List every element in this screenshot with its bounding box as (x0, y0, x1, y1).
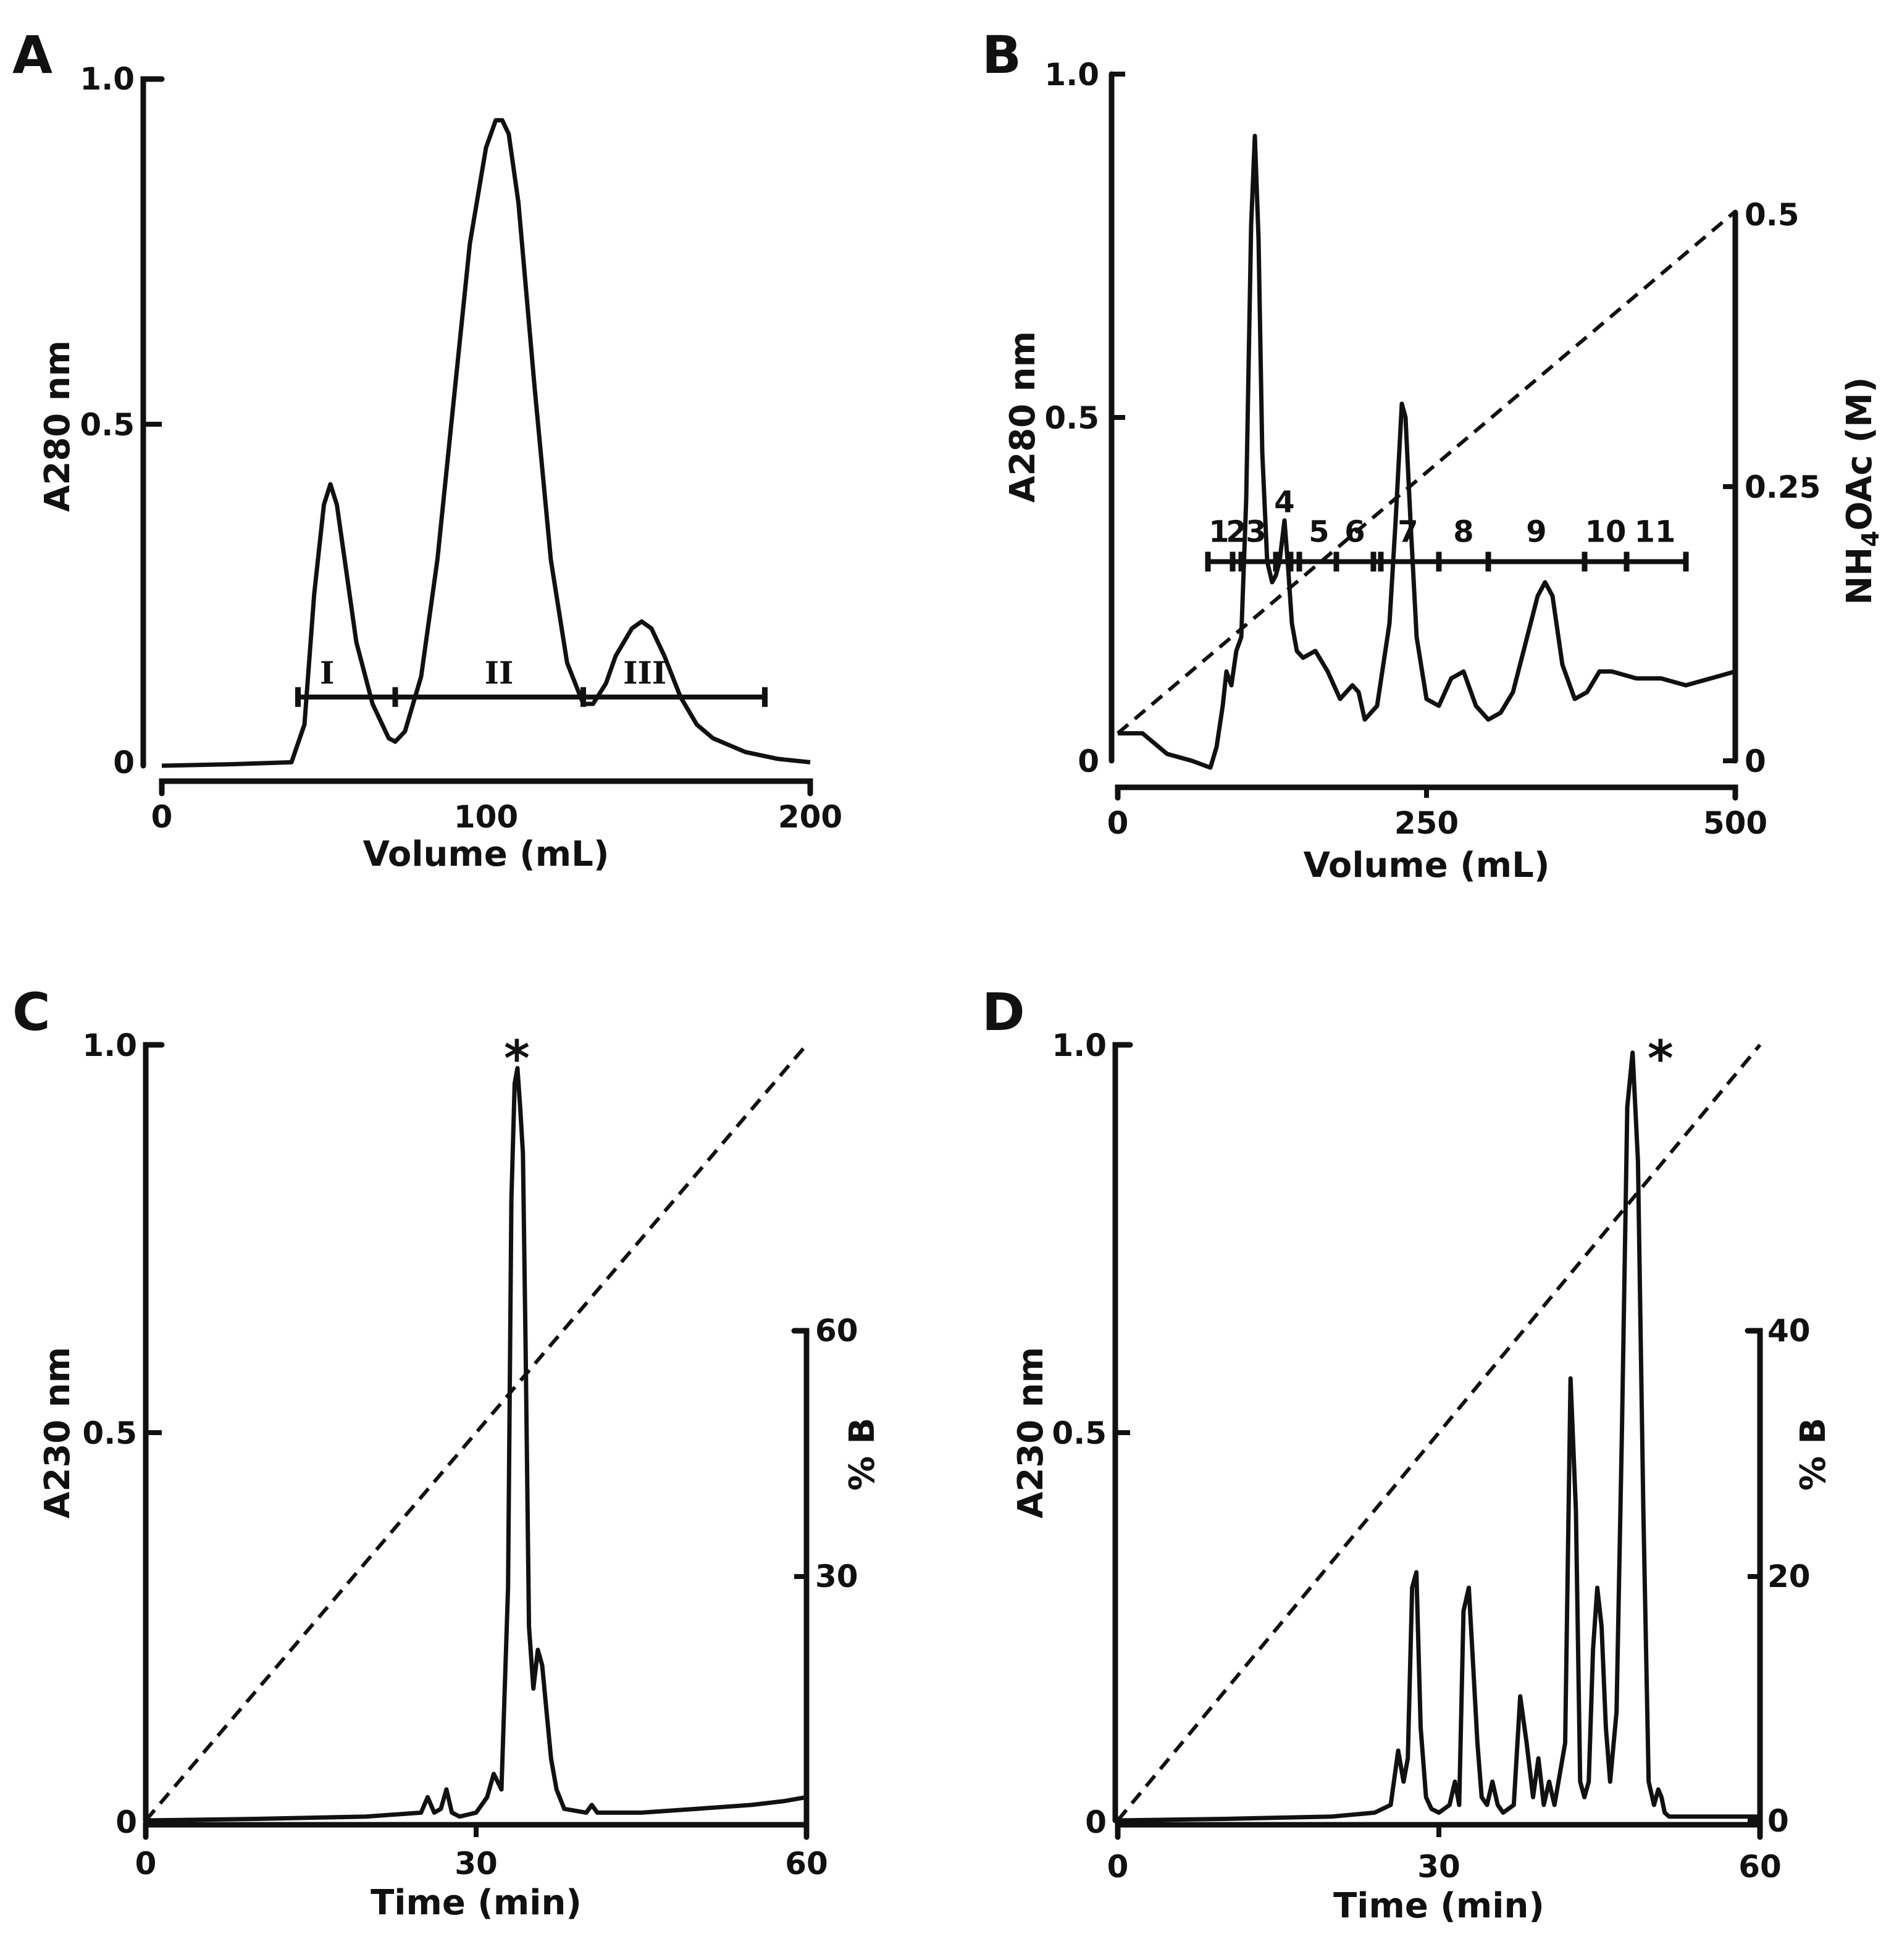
panel-d-letter: D (982, 982, 1025, 1042)
panel-c-y2-tick-label-60: 60 (815, 1313, 858, 1349)
panel-a-y-tick-label-mid: 0.5 (80, 407, 135, 443)
fraction-label: 1 (1209, 515, 1229, 550)
panel-b-a280-trace (1118, 133, 1736, 770)
fraction-label: 4 (1274, 485, 1294, 520)
fraction-label: 3 (1246, 515, 1266, 550)
panel-d-y-tick-label-mid: 0.5 (1052, 1415, 1107, 1451)
panel-a-fraction-bar: I II III (295, 655, 768, 707)
panel-b-x-axis-title: Volume (mL) (1304, 845, 1550, 886)
panel-b-x-tick-label-0: 0 (1107, 805, 1129, 841)
fraction-label: 8 (1453, 515, 1473, 550)
panel-d-y2-axis (1745, 1328, 1763, 1830)
panel-c-x-axis-title: Time (min) (371, 1883, 582, 1923)
panel-d-x-tick-label-30: 30 (1417, 1849, 1460, 1885)
fraction-label: 11 (1635, 515, 1676, 550)
panel-a-x-tick-label-200: 200 (778, 799, 842, 835)
fraction-label: 5 (1309, 515, 1329, 550)
panel-a-x-tick-label-0: 0 (151, 799, 173, 835)
panel-b-y-axis-title: A280 nm (1003, 331, 1043, 503)
panel-c-peak-asterisk: * (504, 1030, 530, 1087)
fraction-label: II (485, 655, 514, 691)
panel-d-y-tick-label-top: 1.0 (1052, 1028, 1107, 1063)
fraction-label: 6 (1344, 515, 1365, 550)
panel-b-x-tick-label-250: 250 (1394, 805, 1459, 841)
panel-c-x-tick-label-30: 30 (455, 1846, 498, 1882)
panel-a-x-tick-label-100: 100 (454, 799, 518, 835)
panel-c-y-tick-label-mid: 0.5 (82, 1415, 137, 1451)
fraction-label: 10 (1585, 515, 1627, 550)
panel-d: D 1.0 0.5 0 40 20 0 0 30 60 Time (min) A… (982, 982, 1833, 1926)
panel-d-y-tick-label-zero: 0 (1085, 1804, 1107, 1840)
panel-d-y2-axis-title: % B (1793, 1418, 1833, 1491)
panel-c-x-tick-label-60: 60 (785, 1846, 828, 1882)
panel-b-x-tick-label-500: 500 (1703, 805, 1767, 841)
panel-b-y2-tick-label-top: 0.5 (1745, 197, 1800, 233)
panel-c-a230-trace (145, 1066, 807, 1823)
panel-a-letter: A (12, 25, 52, 85)
panel-a-y-axis (140, 76, 165, 769)
fraction-label: I (320, 655, 334, 691)
panel-d-peak-asterisk: * (1648, 1030, 1674, 1087)
panel-b-y2-tick-label-zero: 0 (1745, 743, 1766, 779)
fraction-label: 2 (1226, 515, 1246, 550)
panel-d-percent-b-gradient-line (1116, 1044, 1762, 1822)
panel-b-y2-tick-label-mid: 0.25 (1745, 469, 1821, 505)
panel-b-y-tick-label-mid: 0.5 (1044, 400, 1099, 436)
panel-c-y2-axis (791, 1328, 810, 1831)
panel-c-y2-tick-label-30: 30 (815, 1559, 858, 1594)
panel-c-y-axis-title: A230 nm (38, 1347, 78, 1518)
panel-d-x-tick-label-0: 0 (1107, 1849, 1129, 1885)
panel-a-y-axis-title: A280 nm (38, 340, 78, 512)
panel-c-y2-axis-title: % B (842, 1418, 882, 1491)
panel-b-y2-axis-title: NH4OAc (M) (1840, 377, 1884, 605)
panel-a-y-tick-label-top: 1.0 (80, 61, 135, 97)
panel-d-y2-tick-label-40: 40 (1767, 1313, 1811, 1349)
panel-c-y-axis (143, 1042, 165, 1824)
panel-a: A 1.0 0.5 0 0 100 200 Volume (mL) A280 n… (12, 25, 842, 874)
panel-c-x-tick-label-0: 0 (135, 1846, 157, 1882)
panel-c-letter: C (12, 982, 51, 1042)
panel-c: C 1.0 0.5 0 60 30 0 30 60 Time (min) A23… (12, 982, 882, 1923)
fraction-label: III (623, 655, 666, 691)
fraction-label: 7 (1397, 515, 1418, 550)
panel-b-y-tick-label-zero: 0 (1078, 743, 1099, 779)
panel-d-a230-trace (1117, 1050, 1760, 1823)
panel-d-y-axis (1112, 1042, 1133, 1824)
panel-d-x-axis-title: Time (min) (1333, 1886, 1544, 1926)
panel-d-y-axis-title: A230 nm (1011, 1347, 1051, 1518)
panel-a-x-axis-title: Volume (mL) (363, 834, 610, 874)
fraction-label: 9 (1526, 515, 1546, 550)
panel-d-y2-tick-label-20: 20 (1767, 1559, 1811, 1594)
panel-b: B 1.0 0.5 0 0.5 0.25 0 0 250 500 Volume … (982, 25, 1884, 886)
panel-b-y-tick-label-top: 1.0 (1044, 57, 1099, 93)
panel-c-y-tick-label-zero: 0 (115, 1804, 137, 1840)
panel-a-a280-trace (161, 118, 811, 768)
panel-c-percent-b-gradient-line (144, 1044, 808, 1822)
panel-a-y-tick-label-zero: 0 (113, 745, 135, 781)
panel-b-nh4oac-gradient-line (1117, 210, 1737, 735)
panel-d-y2-tick-label-0: 0 (1767, 1803, 1789, 1839)
panel-d-x-tick-label-60: 60 (1738, 1849, 1782, 1885)
panel-a-x-axis (159, 778, 813, 797)
panel-c-y-tick-label-top: 1.0 (82, 1028, 137, 1063)
panel-b-letter: B (982, 25, 1021, 85)
